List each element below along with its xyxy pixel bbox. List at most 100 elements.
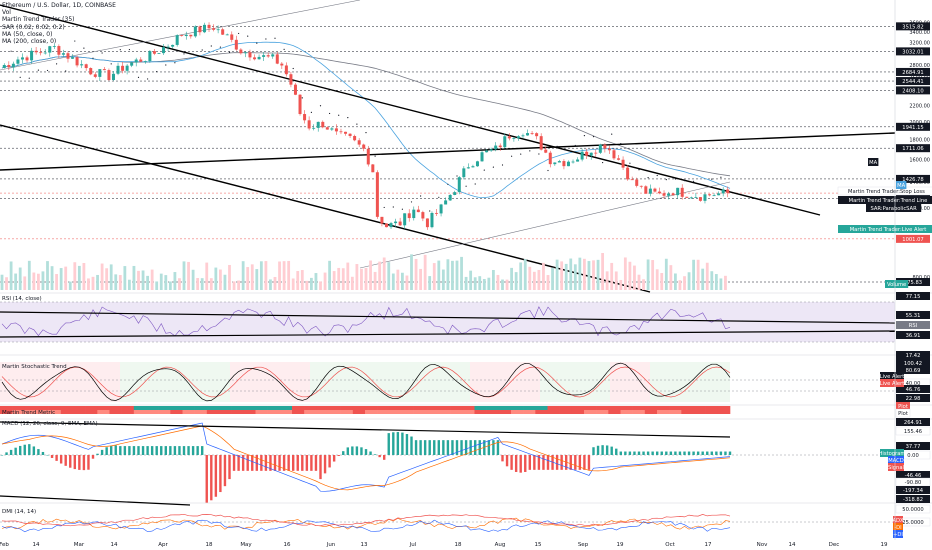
candle-body — [466, 167, 470, 169]
candle-body — [566, 161, 570, 167]
volume-bar — [200, 278, 204, 290]
macd-histogram-bar — [201, 446, 204, 455]
candle-body — [503, 136, 507, 148]
macd-histogram-bar — [724, 451, 727, 455]
volume-bar — [551, 267, 554, 290]
sar-dot — [329, 112, 331, 115]
macd-histogram-bar — [605, 445, 609, 455]
candle-body — [530, 133, 534, 134]
svg-text:0.00: 0.00 — [907, 453, 919, 459]
candle-body — [562, 161, 566, 167]
macd-histogram-bar — [346, 447, 349, 455]
candle-body — [248, 52, 252, 58]
macd-histogram-bar — [642, 451, 645, 455]
x-tick-label: 19 — [617, 542, 624, 548]
volume-bar — [592, 260, 595, 290]
metric-panel-label: Martin Trend Metric — [2, 410, 56, 416]
sar-dot — [365, 132, 367, 134]
metric-bottom-bar — [365, 410, 378, 414]
metric-top-bar — [547, 406, 560, 410]
macd-histogram-bar — [305, 455, 309, 471]
macd-histogram-bar — [710, 451, 713, 455]
sar-dot — [429, 210, 431, 212]
macd-histogram-bar — [687, 451, 691, 455]
svg-text:3032.01: 3032.01 — [902, 49, 923, 55]
macd-histogram-bar — [419, 440, 422, 455]
metric-bottom-bar — [231, 410, 244, 414]
sar-dot — [574, 144, 576, 147]
macd-histogram-bar — [150, 446, 154, 455]
volume-bar — [714, 274, 718, 290]
candle-body — [116, 65, 120, 74]
macd-histogram-bar — [487, 440, 491, 455]
candle-body — [180, 35, 184, 37]
candle-body — [16, 59, 20, 64]
candle-body — [348, 133, 352, 136]
svg-text:+DI: +DI — [893, 532, 903, 538]
sar-dot — [119, 49, 121, 51]
macd-histogram-bar — [637, 451, 641, 455]
macd-histogram-bar — [328, 455, 331, 468]
metric-bottom-bar — [267, 410, 281, 414]
candle-body — [57, 46, 61, 55]
macd-histogram-bar — [524, 455, 527, 472]
volume-bar — [332, 271, 336, 290]
macd-tag: 264.91 — [896, 418, 930, 426]
macd-panel-label: MACD (12, 26, close, 9, EMA, EMA) — [2, 421, 98, 427]
macd-tag: -90.80 — [895, 477, 931, 487]
candle-body — [380, 216, 384, 224]
metric-top-bar — [462, 406, 475, 410]
stoch-k-line — [1, 362, 731, 402]
svg-text:77.15: 77.15 — [906, 294, 921, 300]
macd-histogram-bar — [423, 440, 427, 455]
volume-bar — [178, 278, 181, 290]
metric-top-bar — [0, 406, 13, 410]
metric-bottom-bar — [304, 410, 317, 414]
candle-body — [662, 193, 666, 196]
legend-title: Ethereum / U.S. Dollar, 1D, COINBASE — [2, 2, 116, 9]
metric-bottom-bar — [462, 410, 475, 414]
candle-body — [607, 148, 611, 151]
volume-bar — [319, 281, 322, 290]
svg-text:55.31: 55.31 — [906, 313, 921, 319]
x-tick-label: Dec — [829, 542, 840, 548]
x-tick-label: Jun — [326, 542, 336, 548]
metric-bottom-bar — [85, 410, 98, 414]
macd-histogram-bar — [173, 446, 177, 455]
volume-bar — [664, 258, 668, 290]
volume-bar — [328, 260, 331, 290]
sar-dot — [583, 135, 586, 137]
macd-histogram-bar — [273, 455, 277, 471]
rsi-panel-label: RSI (14, close) — [2, 296, 42, 302]
candle-body — [20, 57, 24, 60]
metric-top-bar — [133, 406, 147, 410]
metric-top-bar — [705, 406, 719, 410]
macd-histogram-bar — [619, 451, 622, 455]
macd-histogram-bar — [674, 451, 677, 455]
volume-bar — [214, 267, 218, 290]
metric-top-bar — [158, 406, 171, 410]
sar-dot — [702, 184, 704, 186]
dmi-plus-tag: +DI — [893, 530, 903, 538]
x-tick-label: 15 — [535, 542, 542, 548]
macd-trendline-low — [0, 495, 191, 506]
volume-bar — [542, 262, 545, 290]
candle-body — [462, 168, 466, 178]
macd-histogram-bar — [405, 434, 409, 455]
candle-body — [152, 51, 156, 54]
metric-top-bar — [377, 406, 390, 410]
metric-bottom-bar — [705, 410, 719, 414]
candle-body — [184, 34, 188, 37]
svg-text:Martin Trend Trader:Trend Line: Martin Trend Trader:Trend Line — [849, 198, 928, 204]
metric-top-bar — [559, 406, 573, 410]
metric-top-bar — [231, 406, 244, 410]
svg-text:Live Alert: Live Alert — [880, 374, 905, 380]
svg-text:1941.15: 1941.15 — [902, 125, 923, 131]
candle-body — [48, 46, 52, 53]
macd-histogram-bar — [292, 455, 295, 471]
volume-bar — [546, 275, 550, 290]
candle-body — [325, 127, 329, 130]
sar-dot — [492, 166, 494, 168]
macd-histogram-bar — [0, 455, 4, 456]
